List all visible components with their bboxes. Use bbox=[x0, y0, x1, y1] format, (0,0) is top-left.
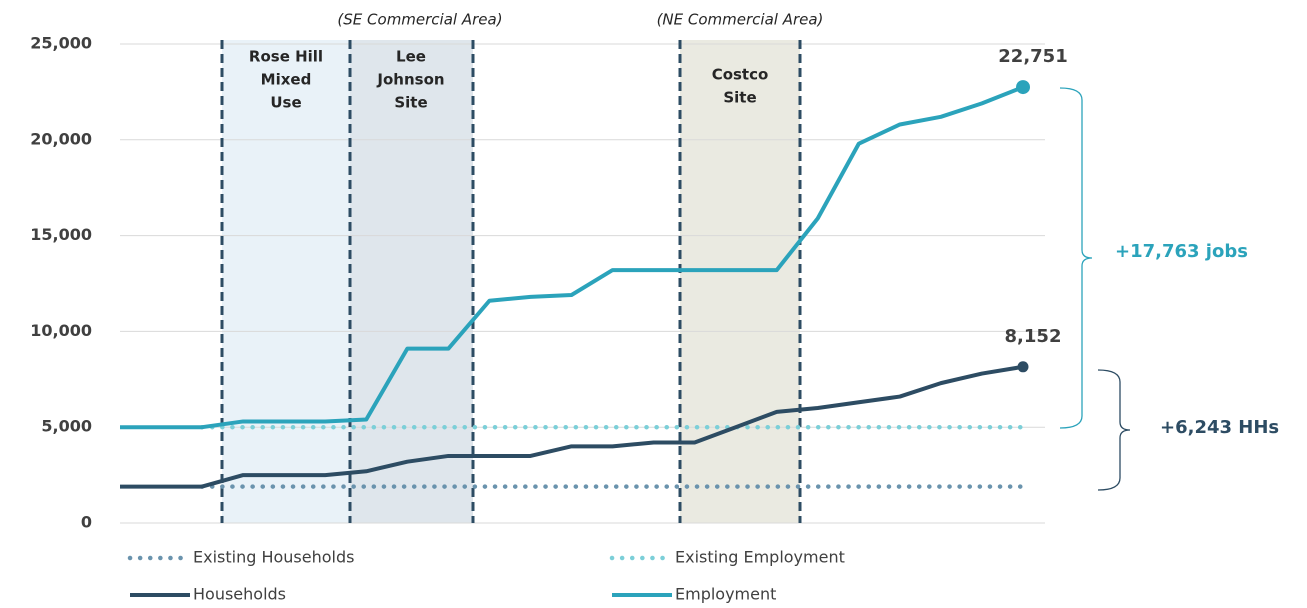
y-tick-label: 10,000 bbox=[30, 321, 92, 340]
series-line bbox=[120, 85, 1024, 430]
y-tick-label: 5,000 bbox=[41, 417, 92, 436]
region-label: Use bbox=[270, 94, 301, 112]
jobs-bracket bbox=[1059, 87, 1093, 429]
legend-label: Existing Employment bbox=[675, 548, 845, 567]
hh-bracket bbox=[1097, 369, 1131, 491]
region-label: Mixed bbox=[261, 71, 312, 89]
region-label: Site bbox=[394, 94, 427, 112]
area-label: (NE Commercial Area) bbox=[657, 11, 824, 29]
area-label: (SE Commercial Area) bbox=[337, 11, 502, 29]
annotation: +6,243 HHs bbox=[1160, 417, 1279, 438]
annotation: +17,763 jobs bbox=[1115, 241, 1248, 262]
end-point bbox=[1016, 80, 1030, 95]
region-shade bbox=[680, 40, 800, 523]
region-shade bbox=[350, 40, 473, 523]
y-tick-label: 20,000 bbox=[30, 129, 92, 148]
y-tick-label: 0 bbox=[81, 513, 92, 532]
region-label: Lee bbox=[396, 48, 426, 66]
legend-label: Households bbox=[193, 585, 286, 604]
region-label: Site bbox=[723, 89, 756, 107]
region-shade bbox=[222, 40, 350, 523]
legend-label: Employment bbox=[675, 585, 776, 604]
y-tick-label: 25,000 bbox=[30, 34, 92, 53]
data-label: 22,751 bbox=[998, 46, 1067, 67]
legend-label: Existing Households bbox=[193, 548, 354, 567]
data-label: 8,152 bbox=[1005, 326, 1062, 347]
y-tick-label: 15,000 bbox=[30, 225, 92, 244]
region-label: Johnson bbox=[376, 71, 444, 89]
series-line bbox=[120, 364, 1024, 489]
region-label: Costco bbox=[712, 66, 769, 84]
region-label: Rose Hill bbox=[249, 48, 323, 66]
end-point bbox=[1017, 361, 1029, 373]
